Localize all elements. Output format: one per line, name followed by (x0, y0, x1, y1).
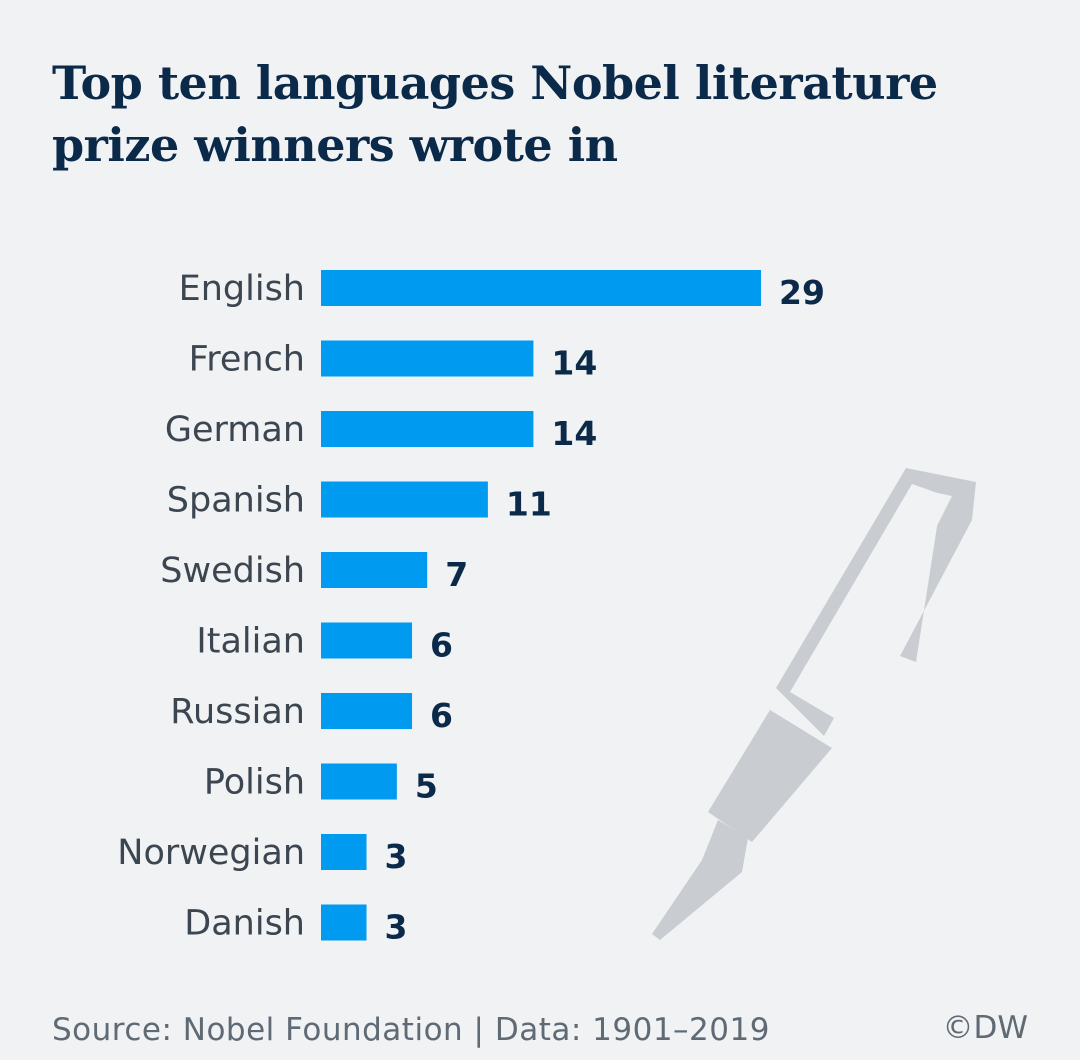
value-label: 5 (415, 767, 438, 806)
bar (321, 340, 534, 377)
value-label: 6 (430, 696, 453, 735)
value-label: 11 (506, 485, 552, 524)
category-label: Spanish (167, 481, 305, 521)
source-note: Source: Nobel Foundation | Data: 1901–20… (52, 1012, 770, 1048)
copyright-label: ©DW (942, 1010, 1028, 1046)
bar (321, 270, 761, 306)
category-label: English (179, 269, 305, 309)
value-label: 14 (551, 414, 597, 453)
category-label: Polish (204, 763, 305, 803)
bar (321, 552, 428, 588)
value-label: 3 (385, 837, 408, 876)
category-label: Russian (170, 692, 305, 732)
category-label: Italian (196, 622, 305, 662)
value-label: 7 (445, 555, 468, 594)
bar (321, 411, 534, 447)
fountain-pen-icon (652, 468, 976, 940)
chart-title: Top ten languages Nobel literature prize… (52, 56, 938, 172)
category-label: Danish (184, 904, 305, 944)
bar (321, 763, 397, 800)
value-label: 14 (551, 344, 597, 383)
bar (321, 693, 413, 729)
bars-group: English 29 French 14 German 14 Spanish 11 Swedis… (117, 269, 825, 947)
value-label: 6 (430, 626, 453, 665)
value-label: 3 (385, 908, 408, 947)
bar (321, 481, 488, 518)
bar (321, 622, 413, 659)
category-label: Swedish (160, 551, 305, 591)
value-label: 29 (779, 273, 825, 312)
category-label: French (189, 340, 305, 380)
bar (321, 834, 367, 870)
bar (321, 904, 367, 941)
category-label: Norwegian (117, 833, 305, 873)
category-label: German (165, 410, 305, 450)
